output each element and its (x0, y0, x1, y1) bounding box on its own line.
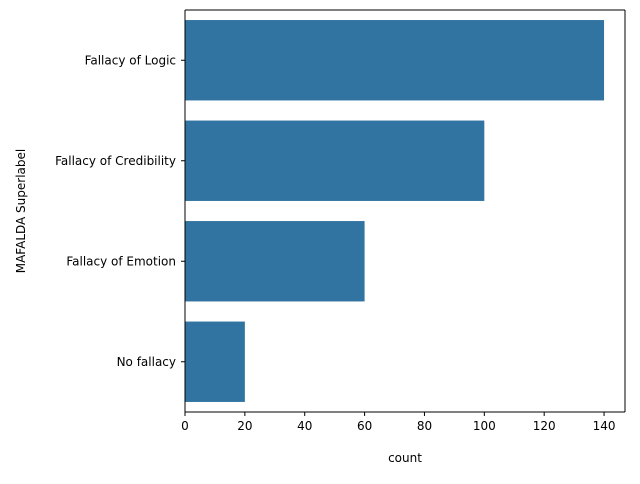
bars-layer (185, 20, 605, 402)
bar-fallacy-of-credibility (185, 120, 485, 201)
y-tick-label: No fallacy (117, 355, 176, 369)
x-axis-label: count (388, 451, 422, 465)
y-ticks: Fallacy of Logic Fallacy of Credibility Fa… (55, 53, 185, 369)
x-tick-label: 40 (297, 419, 312, 433)
y-tick-label: Fallacy of Credibility (55, 154, 176, 168)
x-tick-label: 100 (473, 419, 496, 433)
y-tick-label: Fallacy of Emotion (66, 254, 176, 268)
x-tick-label: 60 (357, 419, 372, 433)
bar-fallacy-of-logic (185, 20, 605, 101)
bar-no-fallacy (185, 321, 245, 402)
axes-layer (184, 9, 626, 413)
x-tick-label: 0 (181, 419, 189, 433)
x-tick-label: 140 (593, 419, 616, 433)
bar-fallacy-of-emotion (185, 221, 365, 302)
x-ticks: 0 20 40 60 80 100 120 140 (181, 412, 616, 433)
y-axis-label: MAFALDA Superlabel (14, 149, 28, 274)
x-tick-label: 80 (417, 419, 432, 433)
x-tick-label: 120 (533, 419, 556, 433)
y-tick-label: Fallacy of Logic (85, 53, 176, 67)
x-tick-label: 20 (237, 419, 252, 433)
